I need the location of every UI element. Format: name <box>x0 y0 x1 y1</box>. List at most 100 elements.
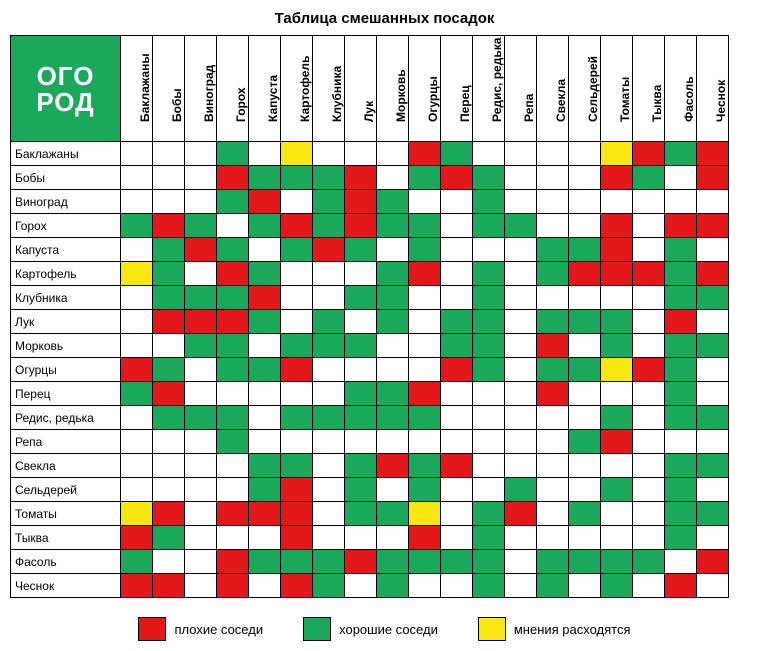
cell <box>473 262 505 286</box>
cell <box>281 286 313 310</box>
cell <box>473 238 505 262</box>
cell <box>249 526 281 550</box>
cell <box>313 430 345 454</box>
cell <box>153 238 185 262</box>
cell <box>185 334 217 358</box>
col-header: Горох <box>217 36 249 142</box>
cell <box>537 382 569 406</box>
cell <box>121 502 153 526</box>
cell <box>377 166 409 190</box>
cell <box>633 214 665 238</box>
cell <box>697 574 729 598</box>
cell <box>121 238 153 262</box>
table-row: Перец <box>11 382 729 406</box>
cell <box>505 454 537 478</box>
table-row: Фасоль <box>11 550 729 574</box>
col-header: Баклажаны <box>121 36 153 142</box>
cell <box>409 310 441 334</box>
cell <box>377 286 409 310</box>
row-header: Морковь <box>11 334 121 358</box>
cell <box>409 286 441 310</box>
cell <box>249 406 281 430</box>
cell <box>121 478 153 502</box>
cell <box>537 166 569 190</box>
cell <box>153 550 185 574</box>
cell <box>313 382 345 406</box>
cell <box>153 262 185 286</box>
cell <box>601 478 633 502</box>
cell <box>281 190 313 214</box>
cell <box>217 430 249 454</box>
col-header-label: Свекла <box>554 91 568 122</box>
cell <box>217 286 249 310</box>
cell <box>185 550 217 574</box>
cell <box>409 214 441 238</box>
cell <box>505 478 537 502</box>
cell <box>249 166 281 190</box>
cell <box>473 478 505 502</box>
cell <box>505 430 537 454</box>
cell <box>665 574 697 598</box>
cell <box>441 502 473 526</box>
cell <box>121 526 153 550</box>
cell <box>473 358 505 382</box>
cell <box>473 334 505 358</box>
cell <box>665 142 697 166</box>
cell <box>185 166 217 190</box>
swatch-good <box>303 617 331 641</box>
cell <box>121 286 153 310</box>
cell <box>153 382 185 406</box>
cell <box>185 406 217 430</box>
cell <box>121 190 153 214</box>
cell <box>633 334 665 358</box>
cell <box>569 478 601 502</box>
cell <box>185 430 217 454</box>
cell <box>601 382 633 406</box>
cell <box>601 430 633 454</box>
cell <box>153 358 185 382</box>
row-header: Редис, редька <box>11 406 121 430</box>
table-row: Бобы <box>11 166 729 190</box>
col-header: Редис, редька <box>473 36 505 142</box>
cell <box>281 574 313 598</box>
cell <box>409 550 441 574</box>
cell <box>473 406 505 430</box>
cell <box>121 142 153 166</box>
cell <box>249 550 281 574</box>
cell <box>409 502 441 526</box>
cell <box>185 262 217 286</box>
cell <box>153 406 185 430</box>
cell <box>505 406 537 430</box>
col-header-label: Виноград <box>202 91 216 122</box>
cell <box>473 574 505 598</box>
cell <box>313 478 345 502</box>
planting-table: ОГО РОД Баклажаны Бобы Виноград Горох Капуст… <box>10 35 729 598</box>
cell <box>473 190 505 214</box>
row-header: Сельдерей <box>11 478 121 502</box>
cell <box>249 478 281 502</box>
col-header-label: Капуста <box>266 91 280 122</box>
cell <box>153 334 185 358</box>
cell <box>409 190 441 214</box>
table-row: Репа <box>11 430 729 454</box>
cell <box>121 406 153 430</box>
cell <box>313 310 345 334</box>
cell <box>441 166 473 190</box>
logo-cell: ОГО РОД <box>11 36 121 142</box>
cell <box>409 262 441 286</box>
col-header-label: Редис, редька <box>490 91 504 122</box>
cell <box>505 166 537 190</box>
cell <box>473 310 505 334</box>
cell <box>409 430 441 454</box>
cell <box>377 262 409 286</box>
cell <box>569 550 601 574</box>
cell <box>345 190 377 214</box>
cell <box>633 190 665 214</box>
cell <box>313 550 345 574</box>
table-row: Томаты <box>11 502 729 526</box>
col-header: Капуста <box>249 36 281 142</box>
col-header-label: Горох <box>234 91 248 122</box>
table-row: Тыква <box>11 526 729 550</box>
cell <box>537 190 569 214</box>
cell <box>665 190 697 214</box>
